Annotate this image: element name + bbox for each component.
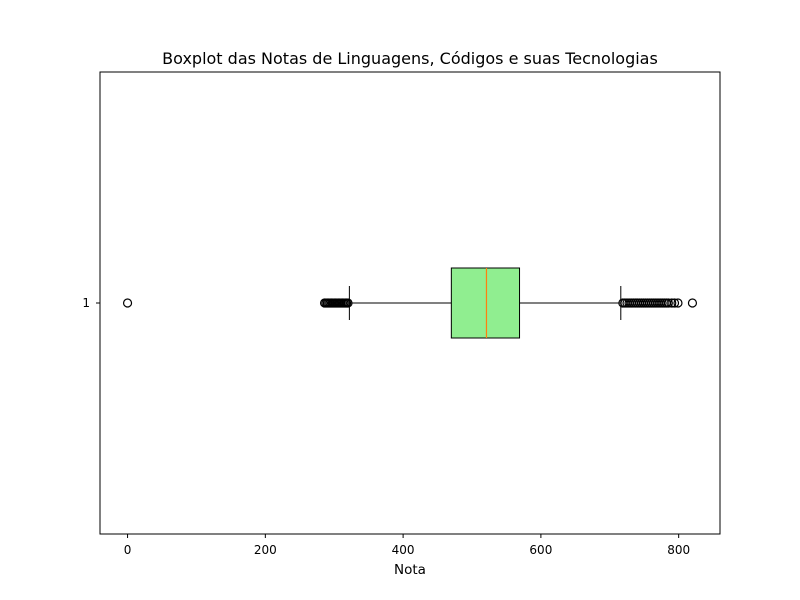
outlier-point	[667, 298, 677, 308]
iqr-box	[450, 267, 521, 339]
outlier-point	[669, 298, 680, 308]
outlier-point	[122, 298, 133, 308]
x-tick-label: 200	[254, 543, 277, 557]
outlier-point	[343, 298, 353, 308]
outlier-point	[663, 298, 673, 308]
x-tick-label: 800	[667, 543, 690, 557]
outlier-point	[673, 298, 683, 308]
y-axis-ticks: 1	[82, 296, 100, 310]
x-tick-label: 600	[529, 543, 552, 557]
box-layer	[122, 267, 698, 339]
x-tick-label: 0	[124, 543, 132, 557]
x-axis-ticks: 0 200 400 600 800	[124, 534, 690, 557]
y-tick-label: 1	[82, 296, 90, 310]
x-axis-label: Nota	[394, 562, 426, 578]
outlier-point	[687, 298, 698, 308]
x-tick-label: 400	[392, 543, 415, 557]
chart-title: Boxplot das Notas de Linguagens, Códigos…	[162, 49, 658, 68]
